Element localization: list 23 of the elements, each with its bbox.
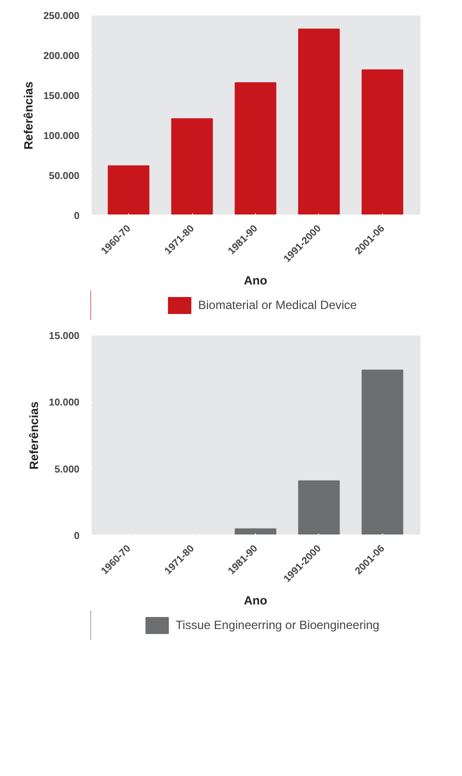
- y-tick-label: 200.000: [43, 51, 80, 62]
- legend-label: Tissue Engineerring or Bioengineering: [176, 618, 380, 632]
- y-tick-label: 0: [74, 531, 80, 542]
- y-tick-label: 15.000: [48, 331, 80, 342]
- bar: [171, 118, 213, 216]
- x-axis-title: Ano: [244, 593, 268, 608]
- y-tick-label: 10.000: [48, 398, 80, 409]
- y-tick-label: 0: [74, 211, 80, 222]
- bar: [234, 82, 276, 216]
- x-axis-title: Ano: [244, 273, 268, 288]
- y-tick-label: 100.000: [43, 131, 80, 142]
- y-tick-label: 5.000: [54, 464, 80, 476]
- bar: [362, 69, 404, 216]
- y-tick-label: 250.000: [43, 11, 80, 22]
- y-tick-label: 150.000: [43, 91, 80, 102]
- bar: [108, 165, 150, 216]
- bar: [298, 480, 340, 536]
- legend-label: Biomaterial or Medical Device: [198, 298, 357, 312]
- bar: [298, 28, 340, 216]
- y-axis-title: Referências: [21, 81, 36, 150]
- y-axis-title: Referências: [26, 401, 41, 470]
- y-tick-label: 50.000: [48, 171, 80, 182]
- bar: [362, 370, 404, 536]
